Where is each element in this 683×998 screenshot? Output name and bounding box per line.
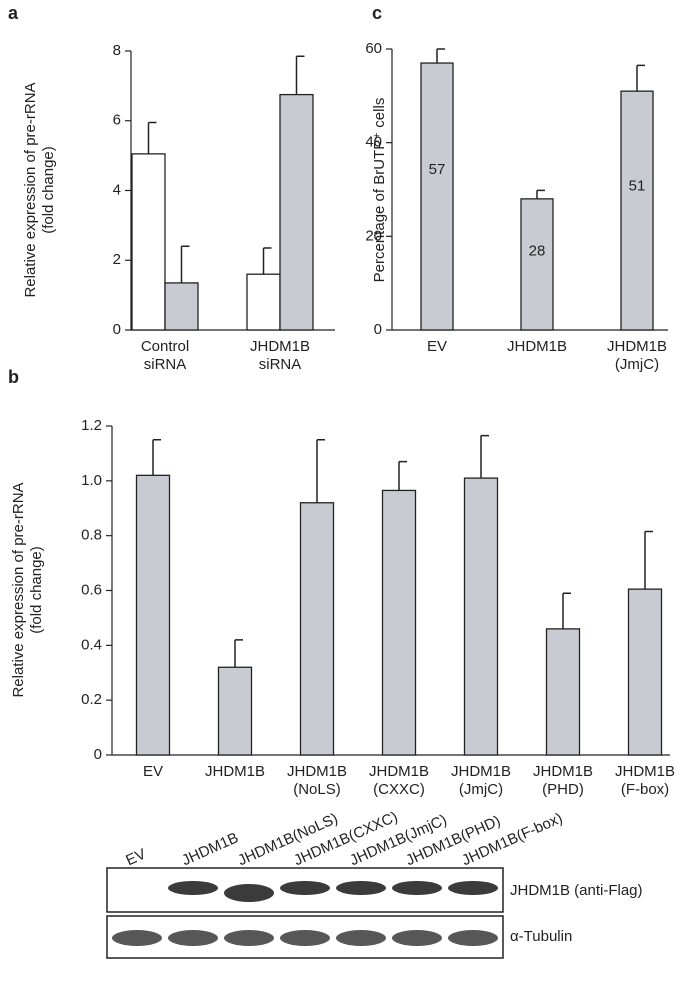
bar <box>132 154 165 330</box>
band <box>168 930 218 946</box>
error-bar <box>182 246 190 283</box>
error-bar <box>481 436 489 478</box>
y-axis-label: Relative expression of pre-rRNA <box>10 482 27 697</box>
error-bar <box>645 532 653 590</box>
bar <box>219 667 252 755</box>
error-bar <box>637 65 645 91</box>
y-tick-label: 0 <box>113 321 121 338</box>
band <box>112 930 162 946</box>
error-bar <box>297 56 305 94</box>
x-tick-label: JHDM1B siRNA <box>220 338 340 374</box>
error-bar <box>317 440 325 503</box>
x-tick-label: Control siRNA <box>105 338 225 374</box>
figure-canvas: aRelative expression of pre-rRNA(fold ch… <box>0 0 683 998</box>
band <box>336 881 386 895</box>
panel-label: b <box>8 367 19 387</box>
bar <box>301 503 334 755</box>
data-label: 57 <box>429 161 446 178</box>
y-tick-label: 0.8 <box>81 527 102 544</box>
band <box>448 930 498 946</box>
bar <box>621 91 653 330</box>
error-bar <box>399 462 407 491</box>
row-label: JHDM1B (anti-Flag) <box>510 882 643 899</box>
y-axis-label: (fold change) <box>28 546 45 634</box>
error-bar <box>149 122 157 153</box>
bar <box>547 629 580 755</box>
band <box>280 930 330 946</box>
y-axis-label: Relative expression of pre-rRNA <box>22 82 39 297</box>
bar <box>137 475 170 755</box>
error-bar <box>563 593 571 629</box>
y-axis-label: Percentage of BrUTP⁺ cells <box>371 98 388 283</box>
lane-label: JHDM1B <box>179 829 241 869</box>
y-axis-label: (fold change) <box>40 146 57 234</box>
bar <box>421 63 453 330</box>
bar <box>465 478 498 755</box>
bar <box>383 490 416 755</box>
band <box>280 881 330 895</box>
error-bar <box>264 248 272 274</box>
panel-label: c <box>372 3 382 23</box>
x-tick-label: JHDM1B (JmjC) <box>577 338 683 374</box>
y-tick-label: 8 <box>113 42 121 59</box>
band <box>224 884 274 902</box>
y-tick-label: 2 <box>113 251 121 268</box>
bar <box>247 274 280 330</box>
data-label: 51 <box>629 178 646 195</box>
band <box>224 930 274 946</box>
x-tick-label: JHDM1B (F-box) <box>585 763 683 799</box>
row-label: α-Tubulin <box>510 928 572 945</box>
y-tick-label: 6 <box>113 112 121 129</box>
y-tick-label: 4 <box>113 181 121 198</box>
y-tick-label: 40 <box>365 134 382 151</box>
bar <box>280 95 313 330</box>
bar <box>165 283 198 330</box>
y-tick-label: 0 <box>374 321 382 338</box>
band <box>392 881 442 895</box>
data-label: 28 <box>529 242 546 259</box>
figure: aRelative expression of pre-rRNA(fold ch… <box>0 0 683 998</box>
lane-label: EV <box>123 846 148 870</box>
error-bar <box>153 440 161 476</box>
y-tick-label: 1.0 <box>81 472 102 489</box>
y-tick-label: 0.6 <box>81 581 102 598</box>
band <box>168 881 218 895</box>
error-bar <box>537 190 545 198</box>
band <box>448 881 498 895</box>
error-bar <box>437 49 445 63</box>
y-tick-label: 60 <box>365 40 382 57</box>
y-tick-label: 0.2 <box>81 691 102 708</box>
y-tick-label: 0.4 <box>81 636 102 653</box>
y-tick-label: 20 <box>365 227 382 244</box>
bar <box>521 199 553 330</box>
y-tick-label: 0 <box>94 746 102 763</box>
band <box>392 930 442 946</box>
bar <box>629 589 662 755</box>
error-bar <box>235 640 243 667</box>
panel-label: a <box>8 3 19 23</box>
band <box>336 930 386 946</box>
y-tick-label: 1.2 <box>81 417 102 434</box>
